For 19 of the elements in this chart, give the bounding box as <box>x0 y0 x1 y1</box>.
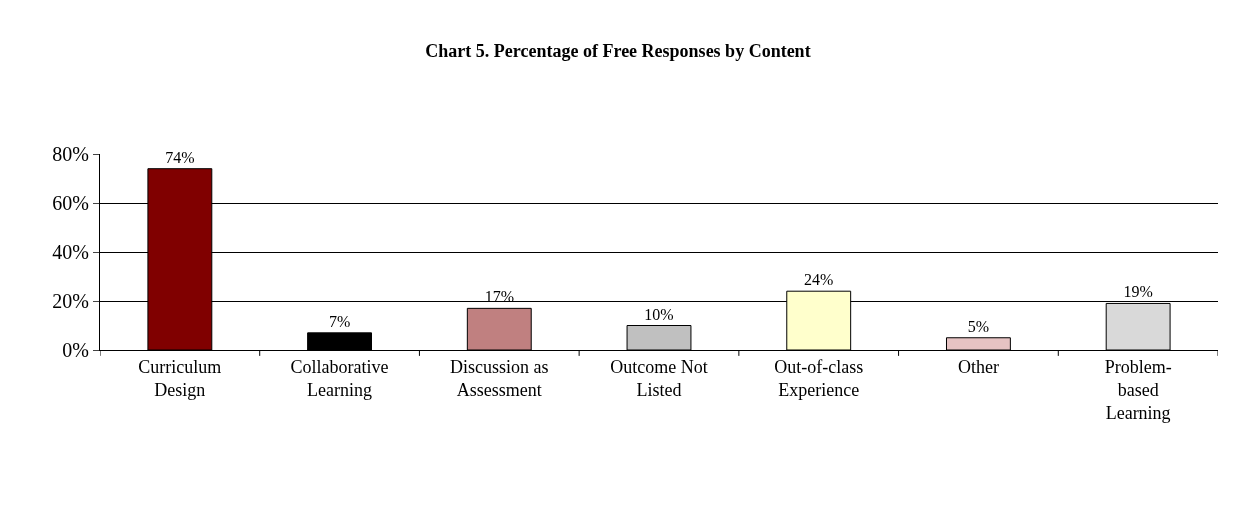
y-tick-label: 60% <box>52 192 89 214</box>
y-tick-label: 0% <box>62 339 89 361</box>
x-tick-label: Out-of-class Experience <box>774 356 864 400</box>
data-label: 10% <box>644 305 674 323</box>
x-tick-label: Collaborative Learning <box>290 356 389 400</box>
x-tick-label: Curriculum Design <box>138 356 222 400</box>
data-label: 5% <box>967 317 990 335</box>
x-tick-label: Discussion as Assessment <box>450 356 549 400</box>
y-tick-label: 20% <box>52 290 89 312</box>
y-tick-label: 40% <box>52 241 89 263</box>
y-tick-label: 80% <box>52 143 89 165</box>
x-tick-label: Outcome Not Listed <box>610 356 708 400</box>
data-label: 7% <box>328 312 351 330</box>
data-label: 74% <box>165 148 195 166</box>
chart-title: Chart 5. Percentage of Free Responses by Content <box>425 41 811 62</box>
data-label: 19% <box>1123 283 1153 301</box>
x-tick-label: Other <box>957 356 999 377</box>
data-label: 24% <box>804 271 834 289</box>
x-tick-label: Problem- based Learning <box>1104 356 1172 424</box>
